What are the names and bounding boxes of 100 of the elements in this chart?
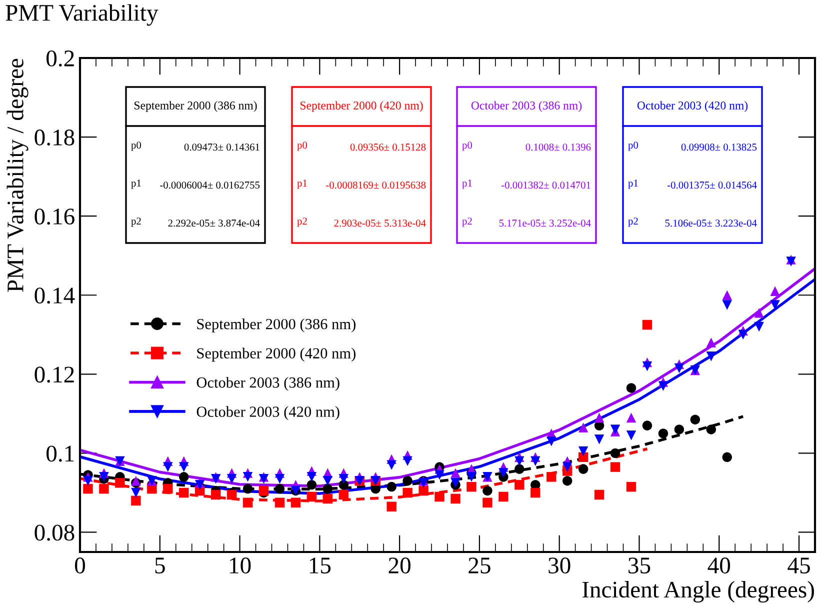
point (690, 414, 700, 424)
y-tick-label: 0.18 (34, 130, 74, 146)
point (242, 484, 253, 494)
point (594, 434, 604, 444)
point (306, 492, 317, 502)
point (163, 462, 173, 472)
y-tick-label: 0.12 (34, 366, 74, 383)
point (178, 462, 189, 472)
x-tick-label: 0 (74, 558, 86, 574)
point (594, 490, 604, 500)
point (722, 290, 732, 300)
point (658, 381, 668, 391)
point (322, 494, 333, 504)
chart-title: PMT Variability (6, 4, 158, 26)
x-axis-title: Incident Angle (degrees) (582, 581, 814, 603)
point (626, 412, 636, 422)
point (178, 488, 189, 498)
x-tick-label: 40 (708, 558, 730, 574)
annotation: October 2003 (420 nm) (637, 101, 748, 112)
point (546, 472, 556, 482)
point (450, 468, 460, 478)
point (706, 338, 716, 348)
point (402, 456, 412, 466)
annotation: September 2000 (386 nm) (134, 101, 257, 112)
point (706, 424, 716, 434)
point (498, 468, 508, 478)
point (722, 300, 732, 310)
point (402, 476, 412, 486)
y-tick-label: 0.14 (34, 288, 75, 304)
point (482, 486, 492, 496)
legend-label: October 2003 (386 nm) (196, 376, 340, 391)
text: p0 0.09356± 0.15128 (297, 142, 426, 151)
point (434, 470, 444, 480)
point (498, 492, 508, 502)
text: p2 2.903e-05± 5.313e-04 (297, 218, 426, 227)
point (610, 448, 620, 458)
point (274, 498, 285, 508)
point (450, 494, 460, 504)
text: p2 5.106e-05± 3.223e-04 (628, 218, 757, 227)
point (99, 484, 109, 494)
point (482, 498, 492, 508)
point (722, 452, 732, 462)
point (306, 480, 317, 490)
point (274, 484, 285, 494)
x-tick-label: 20 (388, 558, 410, 574)
point (386, 460, 396, 470)
point (514, 456, 524, 466)
point (386, 502, 396, 512)
point (754, 322, 764, 332)
point (386, 482, 396, 492)
text: p1 -0.0006004± 0.0162755 (131, 180, 260, 189)
text: p0 0.09908± 0.13825 (628, 142, 757, 151)
point (290, 498, 301, 508)
point (131, 488, 141, 498)
point (578, 464, 588, 474)
x-tick-label: 45 (788, 558, 810, 574)
x-tick-label: 5 (155, 558, 165, 574)
legend-label: October 2003 (420 nm) (196, 406, 340, 420)
text: p1 -0.001375± 0.014564 (628, 180, 757, 189)
point (642, 361, 652, 372)
annotation: October 2003 (386 nm) (471, 101, 582, 112)
point (658, 428, 668, 438)
text: p1 -0.001382± 0.014701 (462, 180, 590, 189)
point (418, 486, 428, 496)
text: p0 0.1008± 0.1396 (462, 142, 591, 151)
point (770, 300, 780, 310)
point (530, 456, 540, 466)
point (738, 330, 748, 340)
x-tick-label: 35 (628, 558, 650, 574)
point (466, 482, 476, 492)
point (610, 462, 620, 472)
point (674, 424, 684, 434)
x-tick-label: 10 (230, 558, 251, 574)
point (626, 482, 636, 492)
legend-label: September 2000 (420 nm) (197, 348, 356, 362)
point (706, 352, 716, 362)
point (626, 430, 636, 440)
y-tick-label: 0.1 (46, 446, 74, 462)
text: p1 -0.0008169± 0.0195638 (297, 180, 426, 189)
point (434, 492, 444, 502)
point (754, 308, 764, 318)
point (514, 464, 524, 474)
text: p2 5.171e-05± 3.252e-04 (462, 218, 591, 227)
point (83, 476, 93, 486)
point (642, 420, 652, 430)
point (178, 472, 189, 482)
point (578, 422, 588, 432)
y-tick-label: 0.16 (34, 208, 74, 225)
x-tick-label: 30 (548, 558, 570, 574)
point (674, 363, 684, 374)
point (626, 383, 636, 393)
text: p0 0.09473± 0.14361 (131, 142, 260, 151)
text: p2 2.292e-05± 3.874e-04 (131, 218, 260, 227)
point (338, 474, 349, 484)
point (322, 484, 333, 494)
point (594, 412, 604, 422)
point (578, 446, 588, 456)
point (226, 474, 237, 484)
point (242, 472, 253, 482)
y-axis-title: PMT Variability / degree (6, 58, 28, 292)
